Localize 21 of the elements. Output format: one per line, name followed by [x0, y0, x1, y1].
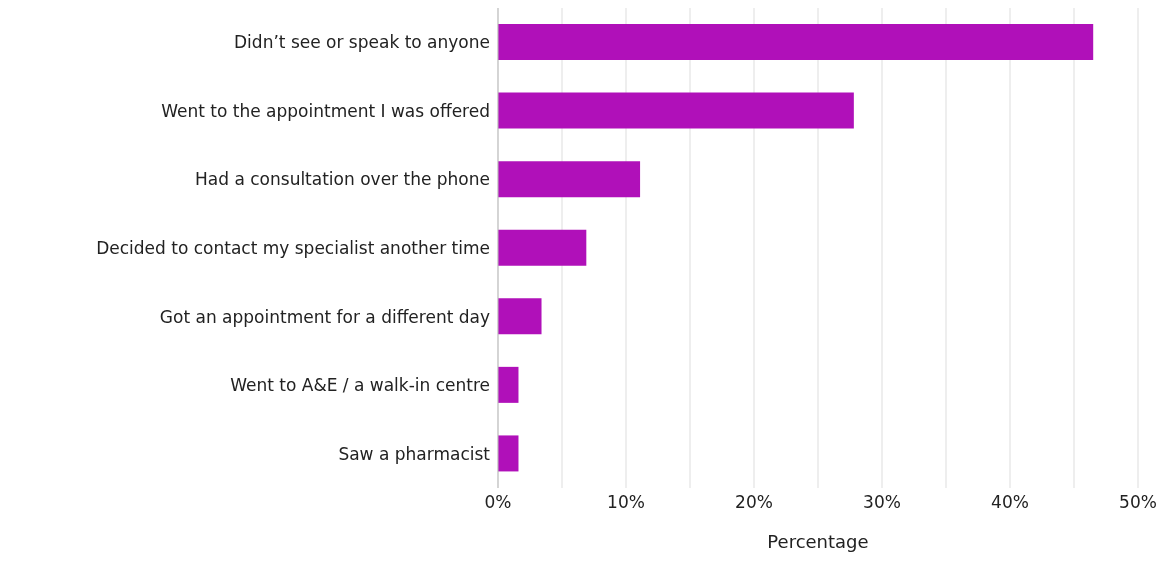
x-tick-label: 50%	[1119, 492, 1157, 513]
y-tick-label: Had a consultation over the phone	[195, 169, 490, 190]
bar	[498, 366, 519, 403]
bar	[498, 92, 854, 129]
x-tick-label: 0%	[484, 492, 512, 513]
x-axis-title: Percentage	[767, 531, 869, 552]
bar	[498, 435, 519, 472]
y-tick-label: Got an appointment for a different day	[159, 306, 490, 327]
bar	[498, 229, 587, 266]
y-tick-label: Went to A&E / a walk-in centre	[230, 375, 490, 396]
x-tick-label: 10%	[607, 492, 645, 513]
bar	[498, 161, 641, 198]
y-tick-label: Saw a pharmacist	[338, 443, 491, 464]
y-tick-label: Decided to contact my specialist another time	[96, 238, 490, 259]
bar	[498, 298, 542, 335]
x-tick-label: 40%	[991, 492, 1029, 513]
x-tick-label: 30%	[863, 492, 901, 513]
x-tick-label: 20%	[735, 492, 773, 513]
y-tick-label: Went to the appointment I was offered	[161, 100, 490, 121]
bar	[498, 24, 1094, 60]
y-tick-label: Didn’t see or speak to anyone	[234, 32, 490, 53]
